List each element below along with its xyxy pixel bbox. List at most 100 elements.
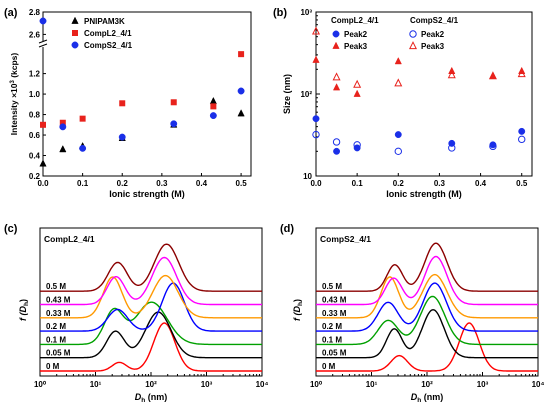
panel-d-series-line-6: [316, 242, 538, 292]
panel-c-series-label-4: 0.33 M: [46, 309, 71, 318]
panel-b-point-2: [448, 144, 456, 152]
panel-b-point-1: [312, 55, 320, 63]
panel-c-series-label-6: 0.5 M: [46, 282, 66, 291]
panel-b-legend-marker-2: [409, 30, 417, 38]
panel-a-x-tick-label: 0.5: [236, 179, 248, 188]
panel-c-x-axis-title: Dh (nm): [135, 392, 167, 404]
panel-d-series-label-1: 0.05 M: [322, 349, 347, 358]
panel-a-point-1: [79, 115, 86, 122]
panel-b-legend-label-3: Peak3: [421, 42, 445, 51]
panel-b-point-1: [332, 83, 341, 91]
panel-a-legend-marker-2: [71, 41, 79, 49]
panel-a-frame: [42, 11, 252, 177]
panel-c-series-line-2: [40, 301, 262, 346]
panel-d-distribution-chart: (d) CompS2_4/1 10⁰ 10¹ 10² 10³ 10⁴ Dh (nm) f (Dh…: [280, 223, 544, 404]
panel-d-x-tick-label: 10⁰: [310, 380, 323, 389]
panel-d-x-tick-label: 10¹: [366, 380, 378, 389]
panel-c-series-label-1: 0.05 M: [46, 349, 71, 358]
panel-a-point-2: [39, 17, 47, 25]
panel-b-point-3: [332, 72, 341, 81]
panel-a-y-axis-title: Intensity ×103 (kcps): [9, 53, 19, 136]
panel-b-legend-marker-1: [332, 41, 340, 49]
panel-b-x-tick-label: 0.3: [434, 179, 446, 188]
panel-a-y-tick-label: 0.8: [29, 111, 41, 120]
panel-a-x-axis-title: Ionic strength (M): [109, 189, 185, 199]
panel-c-x-tick-label: 10⁴: [256, 380, 269, 389]
panel-a-point-2: [79, 144, 87, 152]
panel-a-x-tick-label: 0.1: [77, 179, 89, 188]
panel-b-legend-marker-0: [332, 30, 340, 38]
panel-b-x-tick-label: 0.2: [393, 179, 405, 188]
panel-c-x-tick-label: 10²: [145, 380, 157, 389]
panel-b-legend-label-2: Peak2: [421, 30, 445, 39]
panel-d-series-label-2: 0.1 M: [322, 335, 342, 344]
panel-c-series-label-2: 0.1 M: [46, 335, 66, 344]
panel-c-x-tick-label: 10⁰: [34, 380, 47, 389]
panel-a-y-tick-label: 1.2: [29, 70, 41, 79]
panel-d-x-axis-title: Dh (nm): [411, 392, 443, 404]
panel-a-tag: (a): [4, 7, 18, 19]
panel-d-title: CompS2_4/1: [320, 234, 371, 244]
panel-a-legend-label-0: PNIPAM3K: [84, 17, 125, 26]
panel-b-size-chart: (b) 10 10² 10³ 0.0 0.1 0.2 0.3 0.4 0.5 Ionic stren…: [273, 7, 533, 199]
panel-b-point-0: [312, 115, 320, 123]
panel-a-point-1: [238, 51, 245, 58]
panel-c-title: CompL2_4/1: [44, 234, 95, 244]
panel-c-series-label-3: 0.2 M: [46, 322, 66, 331]
panel-a-point-2: [59, 123, 67, 131]
panel-b-point-2: [332, 138, 341, 146]
panel-d-series-line-1: [316, 309, 538, 359]
panel-b-point-3: [488, 71, 497, 80]
panel-b-x-tick-label: 0.5: [516, 179, 528, 188]
panel-a-axis-break-mark: [38, 39, 48, 44]
panel-a-x-tick-label: 0.4: [196, 179, 208, 188]
panel-b-legend-label-0: Peak2: [344, 30, 368, 39]
panel-b-point-2: [394, 147, 402, 156]
panel-b-x-tick-label: 0.4: [475, 179, 487, 188]
panel-b-y-tick-label: 10²: [300, 90, 312, 99]
panel-b-point-2: [312, 130, 320, 139]
panel-a-intensity-chart: (a) 0.2 0.4 0.6 0.8 1.0 1.2 2.6 2.8 0.0 0.1 0.2 0.3 0…: [4, 7, 252, 199]
panel-a-axis-break-gap: [39, 41, 47, 47]
panel-a-y-tick-label: 0.6: [29, 131, 41, 140]
panel-b-point-3: [311, 26, 321, 35]
panel-b-x-tick-label: 0.1: [352, 179, 364, 188]
panel-b-point-1: [394, 57, 402, 65]
panel-a-x-tick-label: 0.3: [156, 179, 168, 188]
panel-a-legend-marker-1: [72, 30, 78, 36]
panel-c-series-line-4: [40, 274, 262, 319]
panel-d-series-label-5: 0.43 M: [322, 296, 347, 305]
panel-c-y-axis-title: f (Dh): [18, 299, 30, 321]
panel-a-point-0: [209, 96, 217, 105]
panel-a-axis-break-mark: [38, 43, 48, 48]
panel-b-point-3: [353, 79, 362, 88]
panel-a-point-2: [209, 112, 217, 120]
panel-a-y-tick-label: 0.4: [29, 152, 41, 161]
panel-a-point-2: [170, 120, 178, 128]
panel-c-series-line-0: [40, 322, 262, 372]
panel-b-point-0: [333, 147, 341, 155]
panel-a-point-1: [119, 100, 126, 107]
panel-a-point-2: [118, 133, 126, 141]
panel-b-x-axis-title: Ionic strength (M): [386, 189, 462, 199]
panel-a-legend-label-2: CompS2_4/1: [84, 41, 133, 50]
panel-b-y-axis-title: Size (nm): [282, 74, 292, 114]
panel-b-legend-group-2: CompS2_4/1: [410, 16, 459, 25]
panel-c-series-label-0: 0 M: [46, 362, 60, 371]
panel-a-y-tick-label: 1.0: [29, 90, 41, 99]
panel-c-series-line-6: [40, 243, 262, 292]
panel-c-x-tick-label: 10¹: [90, 380, 102, 389]
panel-c-series-label-5: 0.43 M: [46, 296, 71, 305]
panel-b-point-2: [518, 135, 526, 144]
panel-d-x-tick-label: 10²: [421, 380, 433, 389]
panel-b-point-3: [447, 70, 456, 79]
panel-d-y-axis-title: f (Dh): [292, 299, 304, 321]
panel-d-series-line-5: [316, 255, 538, 306]
panel-a-point-1: [59, 119, 66, 126]
panel-b-legend-marker-3: [408, 41, 418, 50]
panel-c-series-line-5: [40, 256, 262, 306]
panel-b-point-0: [518, 127, 526, 135]
panel-d-series-line-2: [316, 295, 538, 346]
panel-d-series-line-4: [316, 273, 538, 319]
